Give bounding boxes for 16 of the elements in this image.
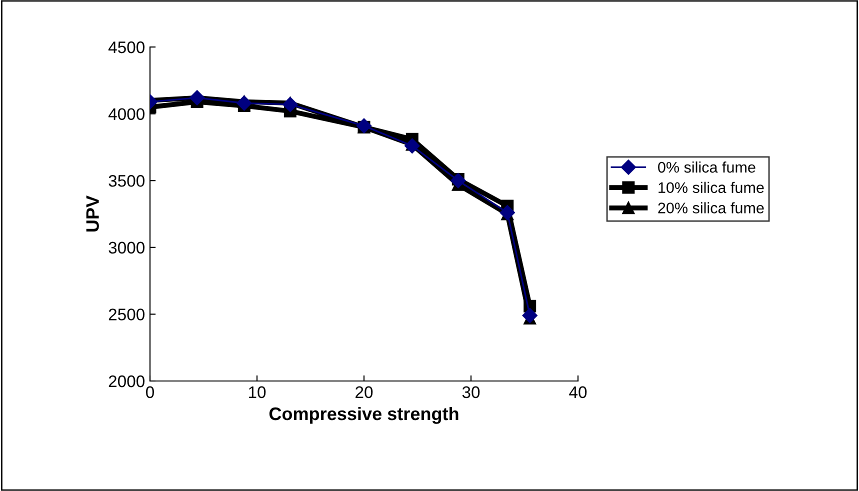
- y-axis-title: UPV: [86, 196, 99, 232]
- y-tick-label: 3000: [108, 242, 144, 254]
- x-tick-label: 20: [356, 386, 373, 398]
- x-tick-label: 30: [462, 386, 480, 398]
- legend-label: 0% silica fume: [658, 161, 756, 173]
- x-tick-label: 40: [569, 386, 587, 398]
- y-tick-label: 2500: [108, 308, 144, 320]
- x-tick-label: 10: [249, 386, 266, 398]
- y-tick-label: 4500: [108, 41, 144, 54]
- x-tick-label: 0: [146, 386, 154, 398]
- y-tick-label: 2000: [108, 375, 144, 388]
- legend-label: 20% silica fume: [658, 202, 764, 214]
- y-tick-label: 3500: [108, 175, 144, 187]
- y-tick-label: 4000: [108, 108, 144, 120]
- legend-label: 10% silica fume: [658, 182, 764, 194]
- x-axis-title: Compressive strength: [269, 406, 458, 424]
